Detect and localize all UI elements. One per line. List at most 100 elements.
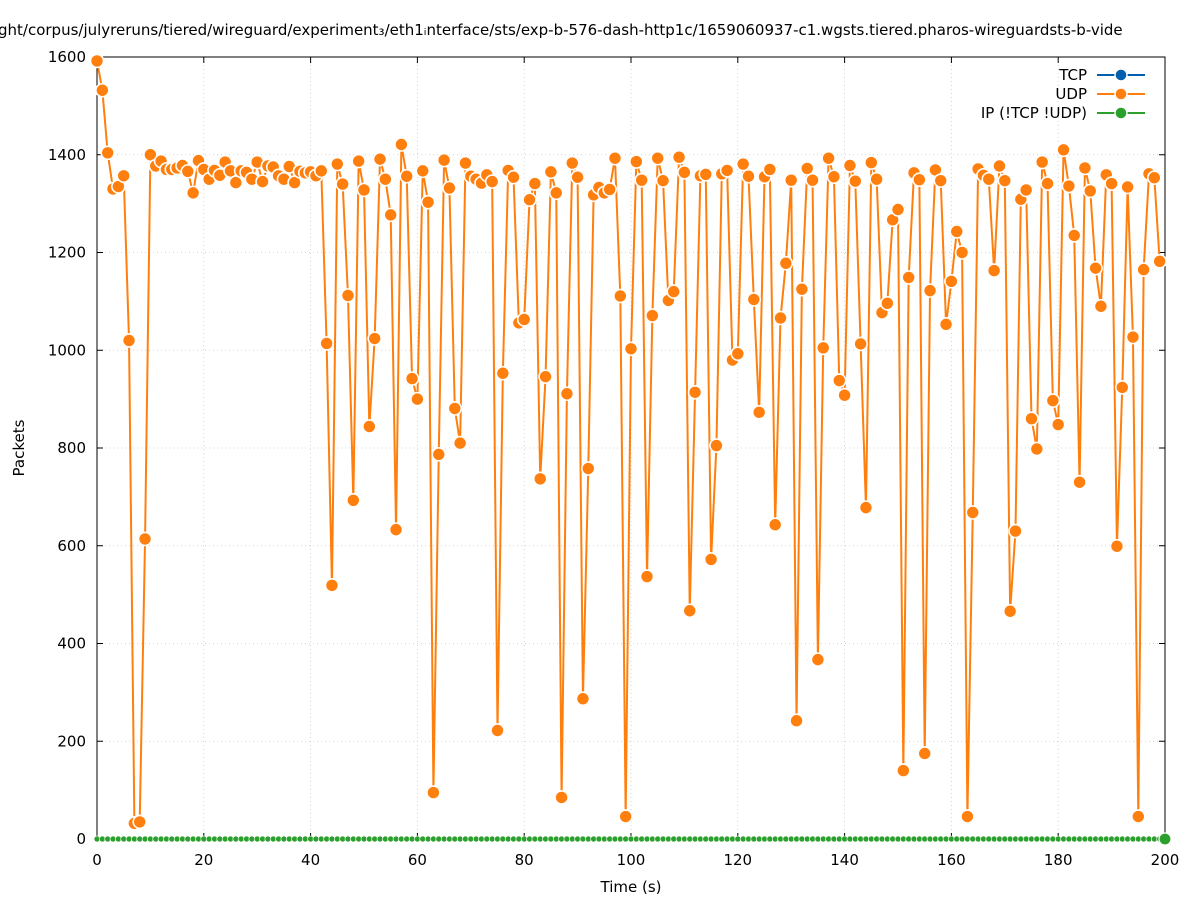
data-point: [1045, 393, 1061, 408]
data-point: [442, 180, 457, 196]
y-tick-label: 1600: [48, 48, 86, 66]
data-point: [1061, 178, 1077, 194]
x-tick-label: 80: [515, 851, 534, 869]
data-point: [543, 164, 559, 180]
y-tick-label: 1000: [48, 341, 86, 359]
data-point: [436, 152, 452, 168]
series-udp: [89, 53, 1167, 831]
data-point: [1024, 411, 1039, 426]
data-point: [847, 173, 863, 189]
x-tick-label: 200: [1151, 851, 1180, 869]
data-point: [666, 284, 682, 299]
data-point: [1104, 176, 1119, 191]
data-point: [735, 156, 751, 172]
data-point: [687, 384, 703, 400]
data-point: [313, 163, 329, 179]
legend-marker: [1114, 106, 1128, 120]
data-point: [538, 369, 553, 384]
data-point: [570, 169, 585, 185]
data-point: [559, 386, 575, 402]
x-tick-labels: 0 20 40 60 80 100 120 140 160 180 200: [92, 851, 1179, 869]
y-tick-label: 0: [76, 830, 86, 848]
data-point: [452, 435, 468, 451]
data-point: [1131, 809, 1146, 824]
data-point: [853, 336, 868, 352]
data-point: [933, 173, 949, 188]
x-tick-label: 160: [937, 851, 966, 869]
data-point: [917, 746, 933, 761]
data-point: [1109, 538, 1125, 554]
data-point: [356, 182, 372, 198]
data-point: [709, 438, 724, 453]
data-point: [618, 809, 633, 824]
data-point: [228, 175, 244, 190]
data-point: [858, 500, 874, 515]
data-point: [613, 288, 628, 304]
data-point: [575, 691, 591, 707]
data-point: [805, 172, 820, 188]
data-point: [1072, 474, 1087, 490]
data-point: [1040, 176, 1055, 191]
data-point: [922, 283, 938, 298]
data-point: [826, 169, 842, 185]
data-point: [410, 391, 425, 407]
x-tick-label: 120: [723, 851, 752, 869]
data-point: [794, 281, 810, 297]
data-point: [527, 176, 543, 191]
series-ip-other: [93, 832, 1172, 846]
data-point: [645, 308, 660, 323]
data-point: [532, 471, 548, 487]
data-point: [351, 153, 366, 169]
legend-label: IP (!TCP !UDP): [981, 104, 1087, 122]
legend-label: TCP: [1058, 66, 1087, 84]
data-point: [1125, 329, 1141, 345]
data-point: [564, 155, 580, 171]
data-point: [1093, 298, 1109, 314]
data-point: [495, 365, 511, 381]
data-point: [762, 162, 778, 177]
data-point: [1147, 170, 1162, 186]
data-point: [960, 809, 975, 824]
y-tick-labels: 0 200 400 600 800 1000 1200 1400 1600: [48, 48, 86, 848]
data-point: [623, 341, 639, 357]
data-point: [634, 172, 649, 188]
data-point: [773, 310, 788, 326]
data-point: [639, 569, 655, 584]
data-point: [938, 317, 954, 332]
data-point: [516, 312, 532, 327]
y-tick-label: 400: [57, 635, 86, 653]
x-tick-label: 100: [617, 851, 646, 869]
data-point: [372, 151, 388, 167]
data-point: [324, 578, 340, 593]
data-point: [815, 340, 831, 356]
data-point: [1029, 441, 1045, 457]
data-point: [399, 168, 415, 184]
data-point: [944, 274, 959, 289]
data-point: [522, 192, 537, 208]
data-point: [837, 387, 852, 403]
data-point: [554, 790, 569, 805]
data-point: [1056, 142, 1071, 158]
data-point: [447, 401, 463, 416]
data-point: [89, 53, 105, 69]
data-point: [698, 167, 714, 182]
data-point: [100, 145, 115, 161]
data-point: [1008, 523, 1023, 539]
data-point: [703, 552, 719, 567]
y-tick-label: 1200: [48, 244, 86, 262]
data-point: [420, 194, 436, 210]
data-point: [137, 531, 153, 547]
legend-label: UDP: [1055, 85, 1087, 103]
data-point: [778, 255, 794, 271]
data-point: [869, 171, 884, 187]
data-point: [548, 185, 564, 201]
x-tick-label: 20: [194, 851, 213, 869]
series-layer: [89, 53, 1172, 846]
data-point: [810, 652, 826, 667]
data-point: [981, 171, 997, 187]
data-point: [415, 163, 431, 179]
data-point: [650, 150, 666, 166]
data-point: [880, 296, 895, 311]
